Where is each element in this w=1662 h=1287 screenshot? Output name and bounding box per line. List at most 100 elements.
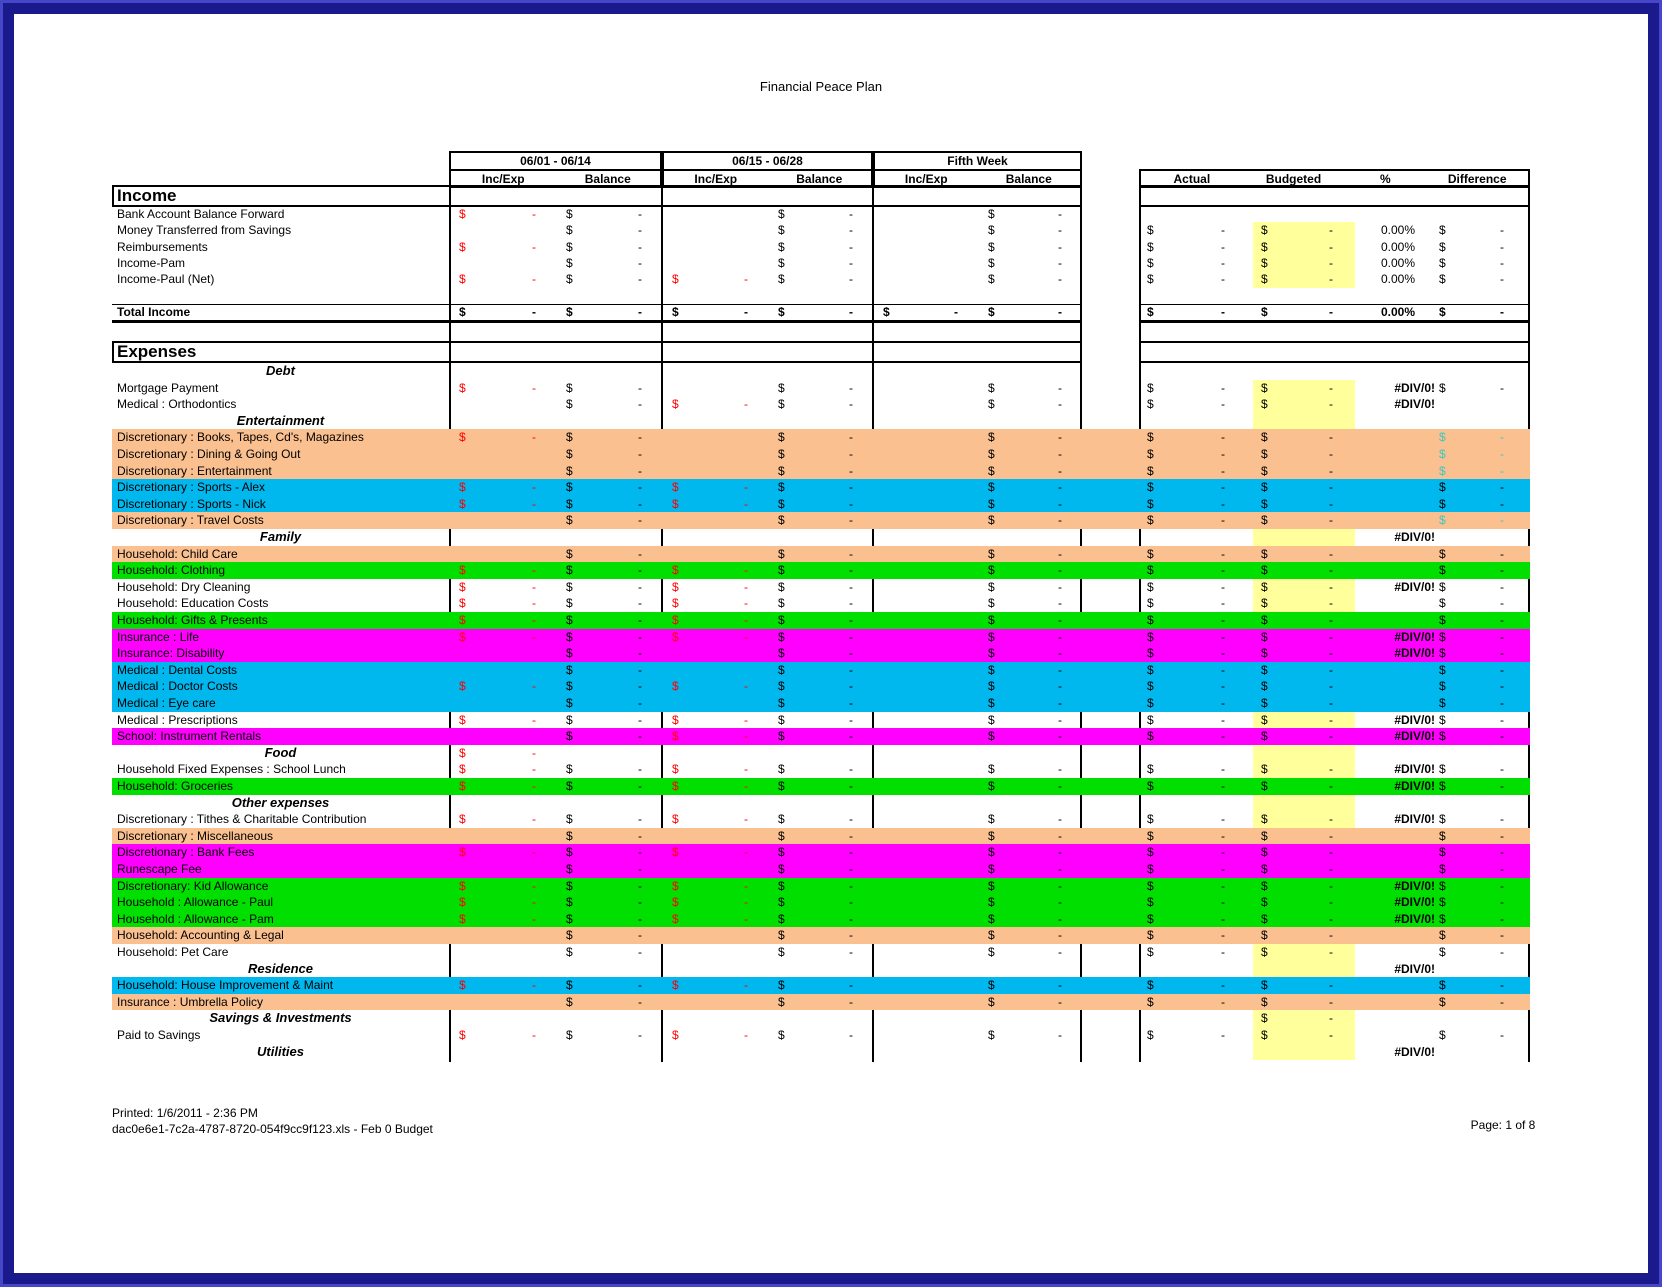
money-cell: $ - (672, 978, 748, 993)
money-cell: $ - (778, 447, 853, 461)
divider (112, 185, 114, 207)
money-cell: $ - (988, 272, 1062, 287)
row-label: Paid to Savings (117, 1028, 201, 1042)
money-cell: $ - (459, 679, 536, 694)
money-cell: $ - (566, 272, 642, 287)
money-cell: $ - (778, 463, 853, 478)
money-cell: $ - (778, 380, 853, 395)
money-cell: $ - (778, 662, 853, 677)
money-cell: $ - (778, 546, 853, 561)
money-cell: $ - (459, 911, 536, 926)
row-label: Discretionary : Dining & Going Out (117, 447, 301, 461)
row-label: Medical : Orthodontics (117, 397, 237, 412)
row-label: Runescape Fee (117, 862, 202, 876)
row-label: Medical : Doctor Costs (117, 679, 238, 694)
money-cell: $ - (1439, 679, 1504, 694)
table-row: Household: Education Costs $ - $ - $ - $ - $ - $ - $ -… (112, 595, 1530, 612)
money-cell: $ - (1439, 629, 1504, 644)
money-cell: $ - (672, 762, 748, 777)
money-cell: $ - (1147, 223, 1225, 238)
money-cell: $ - (988, 563, 1062, 578)
table-row: Household: Groceries $ - $ - $ - $ - $ - $ - $ - #DIV/0… (112, 778, 1530, 795)
money-cell: $ - (988, 546, 1062, 561)
table-row: Household: Child Care $ - $ - $ - $ - $ - $ - (112, 545, 1530, 563)
divide-by-zero-value: #DIV/0! (1394, 530, 1435, 544)
money-cell: $ - (672, 272, 748, 287)
money-cell: $ - (566, 579, 642, 594)
money-cell: $ - (1439, 563, 1504, 578)
money-cell: $ - (778, 679, 853, 694)
money-cell: $ - (988, 496, 1062, 511)
money-cell: $ - (566, 679, 642, 694)
row-label: Discretionary: Kid Allowance (117, 878, 269, 893)
money-cell: $ - (566, 629, 642, 644)
divide-by-zero-value: #DIV/0! (1394, 779, 1435, 793)
budget-cell-empty (1253, 412, 1355, 430)
money-cell: $ - (1439, 812, 1504, 827)
row-label: Discretionary : Sports - Nick (117, 496, 266, 511)
money-cell: $ - (1439, 430, 1504, 445)
money-cell: $ - (778, 304, 853, 319)
row-label: Residence (247, 960, 314, 976)
money-cell: $ - (459, 272, 536, 287)
money-cell: $ - (672, 845, 748, 860)
money-cell: $ - (1439, 911, 1504, 926)
money-cell: $ - (1439, 447, 1504, 461)
money-cell: $ - (1253, 238, 1355, 255)
money-cell: $ - (566, 911, 642, 926)
money-cell: $ - (988, 255, 1062, 270)
money-cell: $ - (1253, 944, 1355, 961)
money-cell: $ - (566, 729, 642, 744)
money-cell: $ - (1261, 463, 1333, 478)
subheader-period-1: Inc/Exp Balance (449, 169, 662, 188)
table-row: Household : Allowance - Paul $ - $ - $ - $ - $ - $ -… (112, 894, 1530, 911)
money-cell: $ - (566, 895, 642, 910)
money-cell: $ - (1439, 762, 1504, 777)
money-cell: $ - (778, 928, 853, 943)
table-row: Insurance: Disability $ - $ - $ - $ - $ - #DIV/0! $ - (112, 645, 1530, 662)
col-header-incexp: Inc/Exp (904, 171, 948, 186)
money-cell: $ - (1439, 994, 1504, 1009)
money-cell: $ - (778, 878, 853, 893)
row-label: Money Transferred from Savings (117, 223, 292, 238)
money-cell: $ - (672, 812, 748, 827)
row-label: Other expenses (231, 794, 330, 810)
money-cell: $ - (1439, 828, 1504, 843)
money-cell: $ - (1439, 255, 1504, 270)
money-cell: $ - (988, 513, 1062, 528)
table-row: Income-Paul (Net) $ - $ - $ - $ - $ - $ - $ - 0.00% $ - (112, 271, 1530, 288)
money-cell: $ - (1261, 430, 1333, 445)
money-cell: $ - (459, 895, 536, 910)
money-cell: $ - (1147, 1028, 1225, 1042)
section-row: Other expenses (112, 794, 1530, 812)
row-label: Household: Dry Cleaning (117, 579, 251, 594)
money-cell: $ - (1261, 447, 1333, 461)
money-cell: $ - (566, 779, 642, 793)
money-cell: $ - (566, 646, 642, 661)
money-cell: $ - (988, 779, 1062, 793)
money-cell: $ - (672, 679, 748, 694)
money-cell: $ - (566, 945, 642, 959)
money-cell: $ - (1147, 978, 1225, 993)
row-label: Utilities (257, 1043, 304, 1059)
money-cell: $ - (988, 845, 1062, 860)
col-header-actual: Actual (1173, 171, 1211, 186)
table-row: Mortgage Payment $ - $ - $ - $ - $ - $ - #DIV/0! $ - (112, 379, 1530, 397)
money-cell: $ - (1261, 862, 1333, 876)
money-cell: $ - (1439, 496, 1504, 511)
money-cell: $ - (459, 878, 536, 893)
money-cell: $ - (459, 430, 536, 445)
money-cell: $ - (672, 878, 748, 893)
money-cell: $ - (1261, 978, 1333, 993)
divide-by-zero-value: #DIV/0! (1394, 895, 1435, 910)
money-cell: $ - (1439, 579, 1504, 594)
money-cell: $ - (1147, 304, 1225, 319)
money-cell: $ - (459, 762, 536, 777)
row-label: Food (264, 744, 297, 760)
money-cell: $ - (1147, 712, 1225, 727)
money-cell: $ - (672, 496, 748, 511)
row-label: Entertainment (236, 412, 325, 428)
divide-by-zero-value: #DIV/0! (1394, 397, 1435, 412)
money-cell: $ - (778, 978, 853, 993)
money-cell: $ - (778, 239, 853, 254)
